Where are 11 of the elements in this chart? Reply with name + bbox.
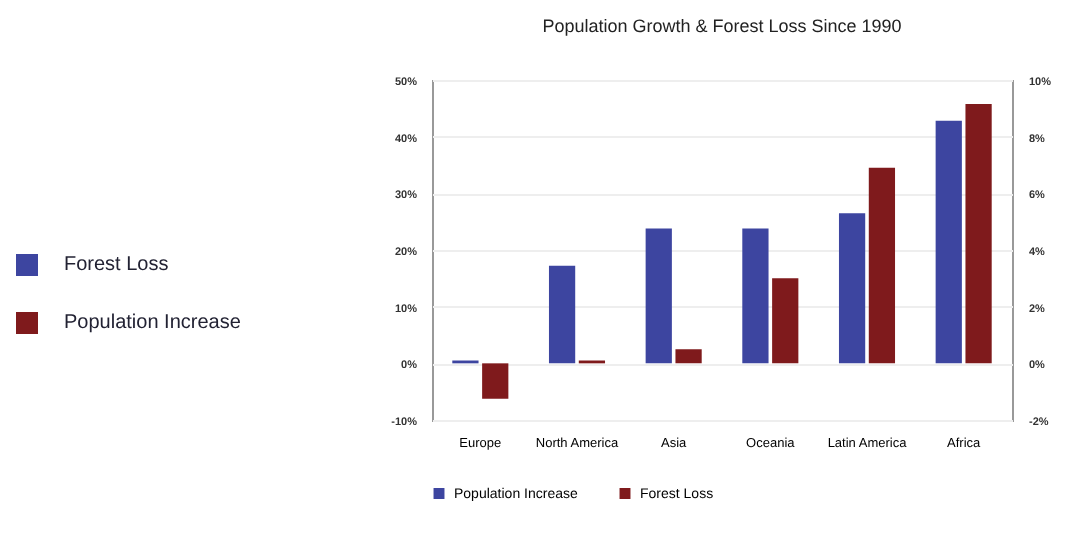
text: Population Increase xyxy=(64,312,241,334)
chart-title: Population Growth & Forest Loss Since 1990 xyxy=(542,16,902,36)
bar xyxy=(675,349,702,364)
bar xyxy=(935,120,962,364)
bar xyxy=(482,363,509,399)
bar xyxy=(965,104,992,364)
bar xyxy=(772,278,799,364)
bar xyxy=(548,265,576,364)
bar xyxy=(645,228,672,364)
bar xyxy=(742,228,769,364)
text: Forest Loss xyxy=(64,254,169,276)
